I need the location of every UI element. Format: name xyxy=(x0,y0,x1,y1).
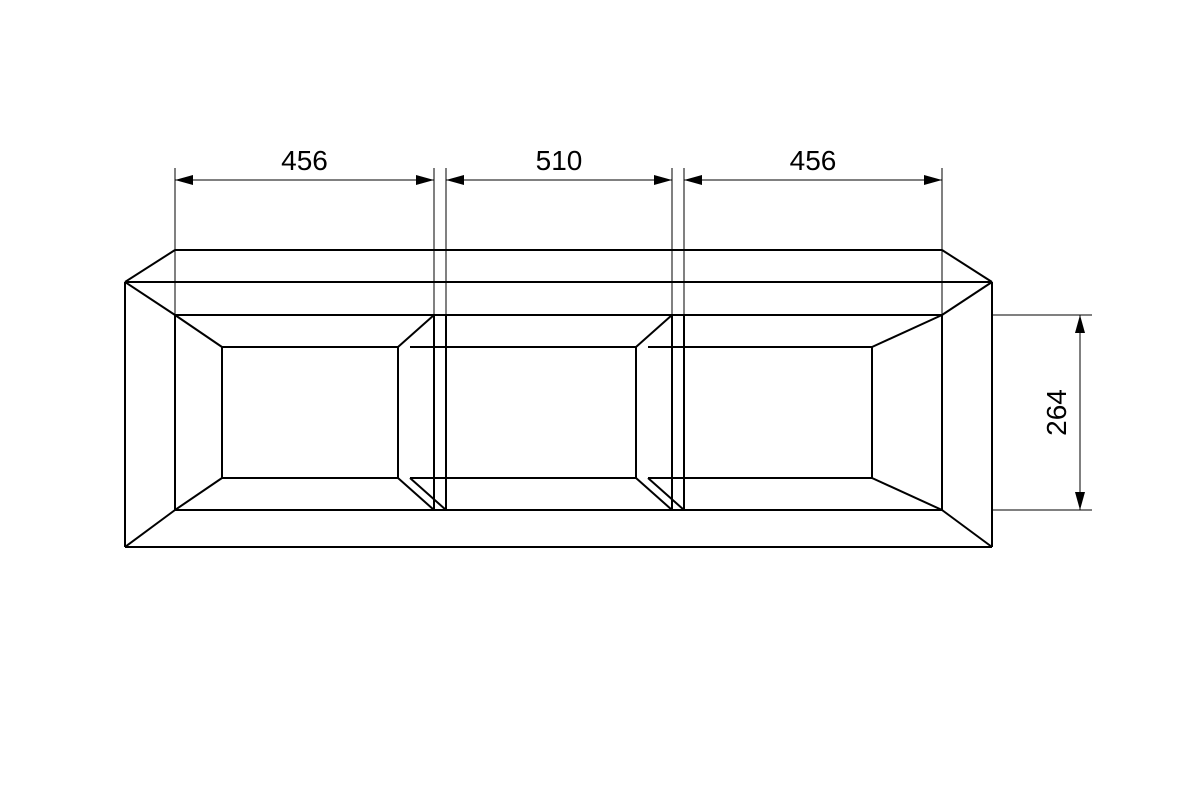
dimension-label: 264 xyxy=(1041,389,1072,436)
technical-drawing: 456 510 456 264 xyxy=(0,0,1200,800)
dimension-label: 456 xyxy=(281,145,328,176)
dimension-label: 456 xyxy=(790,145,837,176)
dimension-label: 510 xyxy=(536,145,583,176)
